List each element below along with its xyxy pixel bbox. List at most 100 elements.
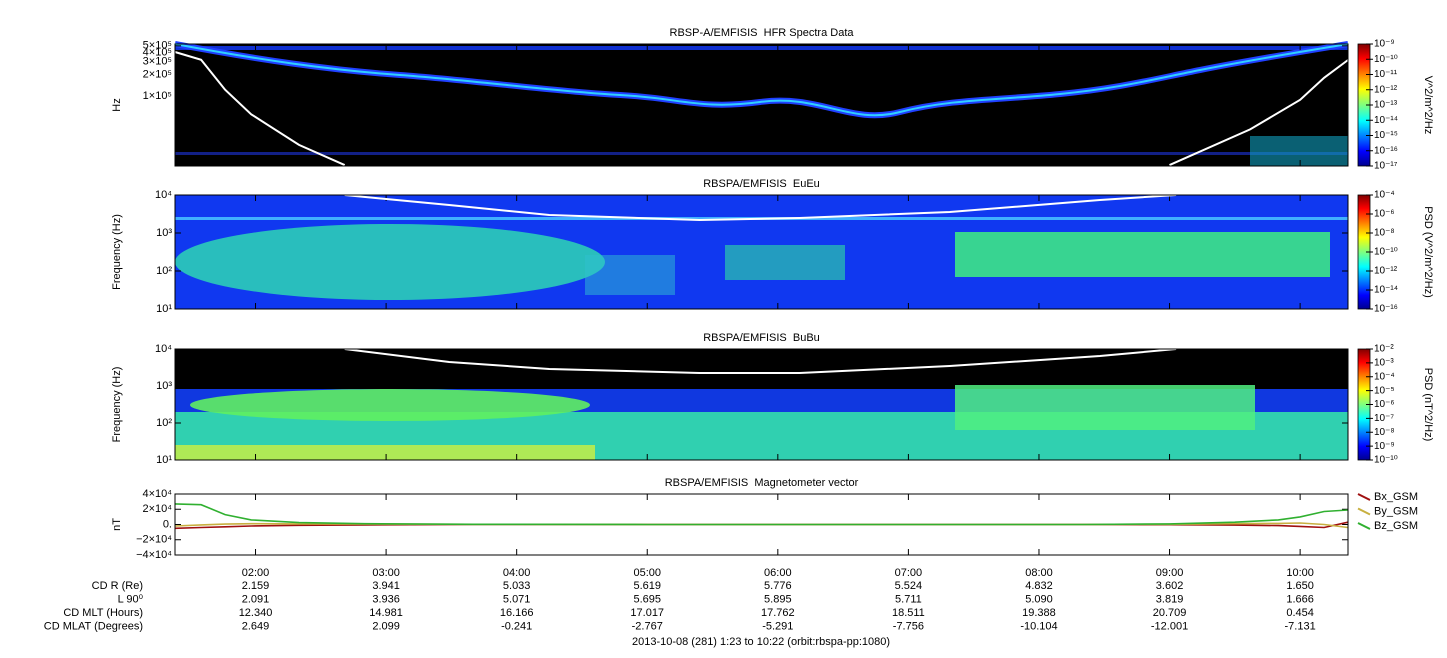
spectrogram-patch — [955, 385, 1255, 430]
y-axis-label: Frequency (Hz) — [111, 367, 123, 443]
colorbar-tick-label: 10⁻¹⁶ — [1374, 304, 1398, 315]
y-tick-label: 3×10⁵ — [143, 56, 172, 68]
colorbar-tick-label: 10⁻¹⁷ — [1374, 161, 1398, 172]
x-tick-label: 03:00 — [372, 567, 400, 579]
ephemeris-value: 5.711 — [895, 593, 922, 605]
spectrogram-patch — [955, 232, 1330, 277]
spectrogram-patch — [585, 255, 675, 295]
colorbar-tick-label: 10⁻¹³ — [1374, 100, 1398, 111]
ephemeris-value: 5.695 — [633, 593, 661, 605]
legend-label: By_GSM — [1374, 505, 1418, 517]
y-tick-label: 5×10⁵ — [143, 40, 172, 52]
ephemeris-value: 12.340 — [239, 607, 273, 619]
y-tick-label: 10² — [156, 265, 172, 277]
colorbar-tick-label: 10⁻¹⁵ — [1374, 130, 1398, 141]
gyrofrequency-line — [344, 194, 1177, 222]
y-tick-label: 2×10⁴ — [142, 503, 172, 515]
ephemeris-value: 14.981 — [369, 607, 403, 619]
legend-label: Bz_GSM — [1374, 520, 1418, 532]
gyrofrequency-line — [344, 348, 1177, 374]
x-tick-label: 07:00 — [895, 567, 923, 579]
y-tick-label: 4×10⁵ — [143, 47, 172, 59]
ephemeris-value: 0.454 — [1286, 607, 1314, 619]
ephemeris-value: -2.767 — [632, 620, 663, 632]
y-tick-label: 10³ — [156, 380, 172, 392]
plot-frame — [174, 493, 1349, 556]
ephemeris-label: L 90⁰ — [118, 593, 144, 605]
ephemeris-value: 17.017 — [630, 607, 664, 619]
y-tick-label: 10³ — [156, 227, 172, 239]
colorbar-tick-label: 10⁻¹⁴ — [1374, 285, 1398, 296]
ephemeris-value: 20.709 — [1153, 607, 1187, 619]
ephemeris-value: 3.936 — [372, 593, 400, 605]
ephemeris-value: 19.388 — [1022, 607, 1056, 619]
colorbar-tick-label: 10⁻⁶ — [1374, 209, 1395, 220]
colorbar-tick-label: 10⁻¹⁶ — [1374, 145, 1398, 156]
colorbar-tick-label: 10⁻⁸ — [1374, 427, 1395, 438]
colorbar-tick-label: 10⁻⁹ — [1374, 441, 1395, 452]
legend-swatch — [1357, 522, 1371, 530]
colorbar-label: PSD (nT^2/Hz) — [1422, 368, 1434, 442]
spectrogram-band — [1250, 136, 1348, 166]
x-tick-label: 05:00 — [633, 567, 661, 579]
ephemeris-value: 2.099 — [372, 620, 400, 632]
legend-swatch — [1357, 507, 1371, 516]
colorbar-tick-label: 10⁻¹⁰ — [1374, 54, 1398, 65]
ephemeris-value: -12.001 — [1151, 620, 1188, 632]
ephemeris-label: CD R (Re) — [92, 580, 143, 592]
legend-swatch — [1357, 493, 1371, 501]
colorbar-tick-label: 10⁻¹¹ — [1374, 69, 1398, 80]
series-line — [174, 503, 1349, 526]
colorbar-tick-label: 10⁻⁶ — [1374, 399, 1395, 410]
colorbar-tick-label: 10⁻⁸ — [1374, 228, 1395, 239]
plot-frame — [174, 348, 1349, 461]
panel-title: RBSPA/EMFISIS Magnetometer vector — [665, 477, 859, 489]
ephemeris-value: 5.090 — [1025, 593, 1053, 605]
spectrogram-patch — [725, 245, 845, 280]
ephemeris-value: 1.666 — [1286, 593, 1314, 605]
spectrogram-band — [175, 46, 1348, 50]
y-tick-label: 2×10⁵ — [143, 68, 172, 80]
ephemeris-value: -7.131 — [1285, 620, 1316, 632]
y-tick-label: 10¹ — [156, 303, 172, 315]
ephemeris-value: 3.941 — [372, 580, 400, 592]
x-tick-label: 02:00 — [242, 567, 270, 579]
colorbar-label: V^2/m^2/Hz — [1422, 76, 1434, 135]
colorbar-tick-label: 10⁻² — [1374, 344, 1394, 355]
y-tick-label: 10⁴ — [155, 343, 172, 355]
ephemeris-value: 2.159 — [242, 580, 270, 592]
colorbar-tick-label: 10⁻¹² — [1374, 266, 1398, 277]
ephemeris-value: 3.819 — [1156, 593, 1184, 605]
panel-title: RBSP-A/EMFISIS HFR Spectra Data — [670, 27, 855, 39]
ephemeris-value: 2.091 — [242, 593, 270, 605]
footer: 2013-10-08 (281) 1:23 to 10:22 (orbit:rb… — [632, 636, 890, 648]
ephemeris-value: -10.104 — [1020, 620, 1057, 632]
spectrogram-background — [175, 44, 1348, 166]
x-tick-label: 06:00 — [764, 567, 792, 579]
ephemeris-value: 1.650 — [1286, 580, 1314, 592]
ephemeris-value: 18.511 — [892, 607, 925, 619]
x-tick-label: 08:00 — [1025, 567, 1053, 579]
ephemeris-value: 5.776 — [764, 580, 792, 592]
y-axis-label: Frequency (Hz) — [111, 214, 123, 290]
y-tick-label: 10² — [156, 417, 172, 429]
ephemeris-value: 16.166 — [500, 607, 534, 619]
plot-frame — [174, 43, 1349, 167]
ephemeris-value: 4.832 — [1025, 580, 1053, 592]
ephemeris-value: 5.033 — [503, 580, 531, 592]
y-tick-label: 4×10⁴ — [142, 488, 172, 500]
panel-title: RBSPA/EMFISIS BuBu — [703, 332, 820, 344]
colorbar-tick-label: 10⁻³ — [1374, 358, 1394, 369]
spectrogram-patch — [175, 445, 595, 460]
y-axis-label: nT — [111, 518, 123, 531]
y-axis-label: Hz — [111, 98, 123, 111]
colorbar-tick-label: 10⁻¹⁰ — [1374, 455, 1398, 466]
spectrogram-patch — [175, 224, 605, 300]
spectrogram-patch — [190, 389, 590, 421]
panel-title: RBSPA/EMFISIS EuEu — [703, 178, 820, 190]
plasma-line — [174, 43, 1349, 117]
y-tick-label: −2×10⁴ — [136, 534, 172, 546]
colorbar-tick-label: 10⁻¹⁴ — [1374, 115, 1398, 126]
colorbar-tick-label: 10⁻⁷ — [1374, 413, 1394, 424]
